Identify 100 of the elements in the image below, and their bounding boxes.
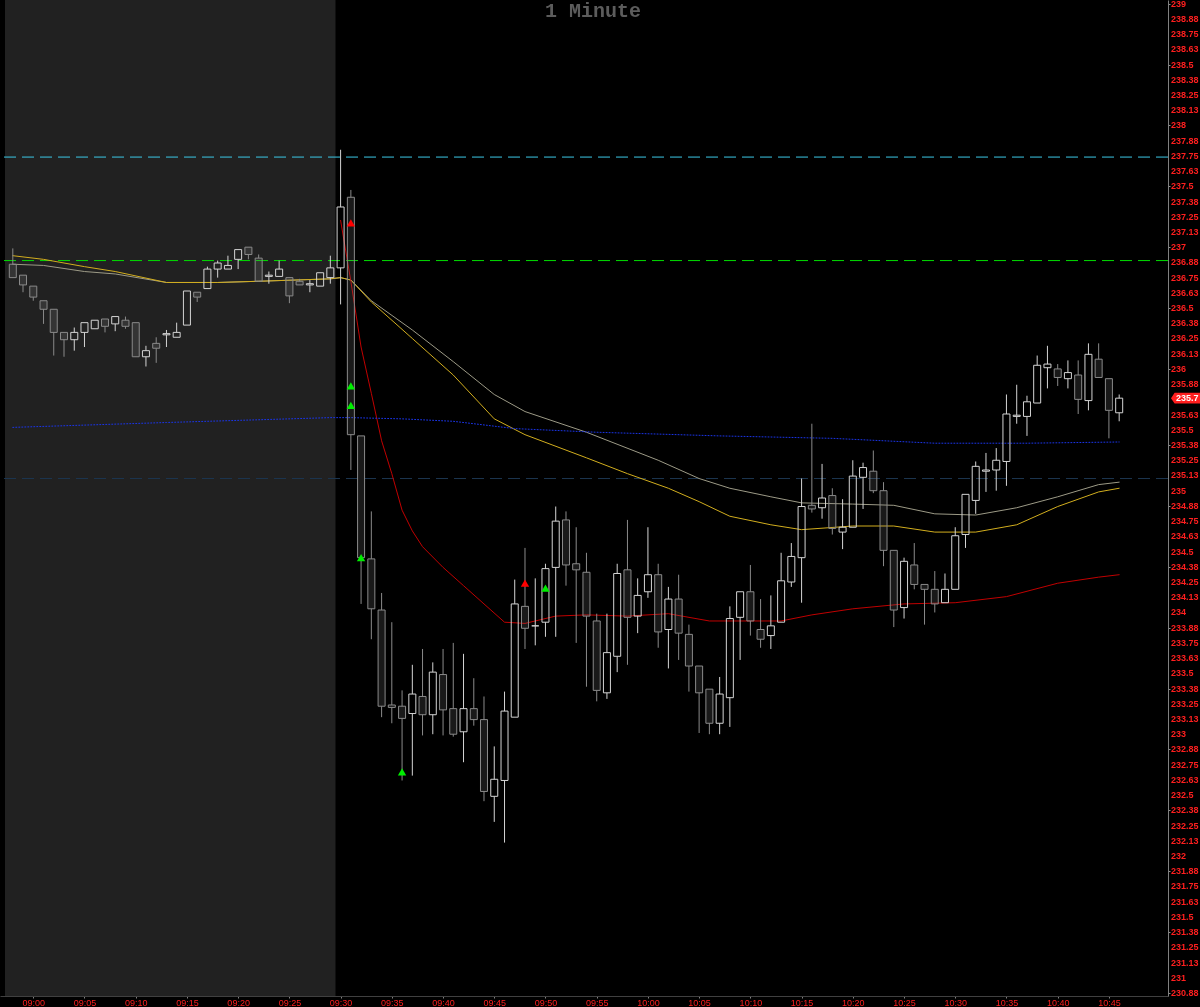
y-tick-label: 233.88 (1171, 622, 1199, 633)
x-tick-label: 10:10 (739, 997, 763, 1007)
y-tick-label: 234.25 (1171, 577, 1199, 588)
candlestick (715, 676, 724, 735)
x-tick-label: 09:05 (73, 997, 97, 1007)
y-tick-label: 237.13 (1171, 226, 1199, 237)
candlestick (316, 272, 325, 287)
candlestick (961, 493, 970, 549)
y-tick-label: 234.63 (1171, 531, 1199, 542)
candlestick (859, 462, 868, 510)
y-tick-label: 233.63 (1171, 653, 1199, 664)
candlestick (920, 583, 929, 626)
y-tick-label: 237.63 (1171, 166, 1199, 177)
candlestick (1033, 355, 1042, 404)
y-tick-label: 231.13 (1171, 957, 1199, 968)
candlestick (172, 322, 181, 338)
candlestick (613, 563, 622, 673)
candlestick (848, 459, 857, 528)
candlestick (623, 519, 632, 666)
candlestick (520, 547, 529, 650)
y-tick-label: 231.5 (1171, 911, 1194, 922)
candlestick (449, 642, 458, 738)
y-tick-label: 231.75 (1171, 881, 1199, 892)
candlestick (1053, 363, 1062, 387)
candlestick (264, 271, 273, 285)
candlestick (705, 688, 714, 735)
candlestick (8, 247, 17, 279)
candlestick (981, 452, 990, 493)
y-tick-label: 234 (1171, 607, 1187, 618)
x-tick-label: 10:40 (1046, 997, 1070, 1007)
y-tick-label: 237.75 (1171, 150, 1199, 161)
y-tick-label: 237.5 (1171, 181, 1194, 192)
y-tick-label: 233.25 (1171, 698, 1199, 709)
y-tick-label: 236 (1171, 363, 1187, 374)
candlestick (131, 322, 140, 358)
candlestick (367, 510, 376, 640)
x-tick-label: 09:40 (432, 997, 455, 1007)
candlestick (459, 653, 468, 763)
y-tick-label: 232.25 (1171, 820, 1199, 831)
y-tick-label: 237 (1171, 242, 1187, 253)
y-tick-label: 230.88 (1171, 987, 1199, 998)
candlestick (234, 249, 243, 270)
y-tick-label: 232.88 (1171, 744, 1199, 755)
candlestick (582, 552, 591, 688)
y-tick-label: 235.38 (1171, 440, 1199, 451)
candlestick (561, 510, 570, 587)
candlestick (490, 745, 499, 823)
candlestick (992, 447, 1001, 492)
point (356, 554, 366, 562)
candlestick (807, 423, 816, 514)
x-tick-label: 10:00 (637, 997, 660, 1007)
chart-title: 1 Minute (544, 0, 642, 23)
candlestick (480, 695, 488, 802)
y-tick-label: 234.75 (1171, 516, 1199, 527)
candlestick (900, 557, 909, 620)
candlestick (182, 290, 191, 326)
candlestick (695, 665, 704, 734)
y-tick-label: 231.25 (1171, 942, 1199, 953)
x-tick-label: 09:25 (278, 997, 302, 1007)
x-tick-label: 09:30 (329, 997, 353, 1007)
y-tick-label: 236.88 (1171, 257, 1199, 268)
x-tick-label: 09:10 (124, 997, 148, 1007)
y-tick-label: 233.13 (1171, 714, 1199, 724)
y-tick-label: 238.75 (1171, 29, 1199, 40)
y-tick-label: 238.5 (1171, 59, 1194, 70)
candlestick (869, 450, 878, 494)
y-tick-label: 233.5 (1171, 668, 1194, 679)
candlestick (377, 592, 386, 718)
y-tick-label: 238.25 (1171, 89, 1199, 100)
y-tick-label: 234.88 (1171, 500, 1199, 511)
y-tick-label: 233.75 (1171, 637, 1199, 648)
y-tick-label: 235.25 (1171, 455, 1199, 466)
y-tick-label: 231 (1171, 972, 1187, 983)
x-tick-label: 10:30 (944, 997, 968, 1007)
y-tick-label: 238.38 (1171, 74, 1199, 85)
candlestick (1002, 394, 1011, 487)
candlestick (643, 526, 652, 599)
candlestick (879, 481, 888, 567)
candlestick (1012, 384, 1021, 425)
candlestick (326, 255, 335, 285)
y-tick-label: 232.5 (1171, 790, 1194, 801)
y-tick-label: 237.25 (1171, 211, 1199, 222)
point (520, 579, 530, 587)
candlestick (684, 624, 693, 693)
candlestick (60, 331, 69, 358)
line-series (12, 417, 1120, 444)
candlestick (90, 319, 99, 330)
candlestick (398, 689, 407, 781)
candlestick (910, 542, 919, 590)
candlestick (469, 677, 478, 727)
candlestick (510, 579, 519, 718)
candlestick (254, 253, 263, 282)
y-tick-label: 236.38 (1171, 318, 1199, 329)
candlestick (500, 691, 509, 844)
candlestick (746, 564, 755, 637)
candlestick (408, 664, 417, 777)
y-tick-label: 238.63 (1171, 44, 1199, 55)
x-tick-label: 10:15 (790, 997, 814, 1007)
x-tick-label: 09:55 (585, 997, 609, 1007)
y-tick-label: 238.13 (1171, 105, 1199, 116)
